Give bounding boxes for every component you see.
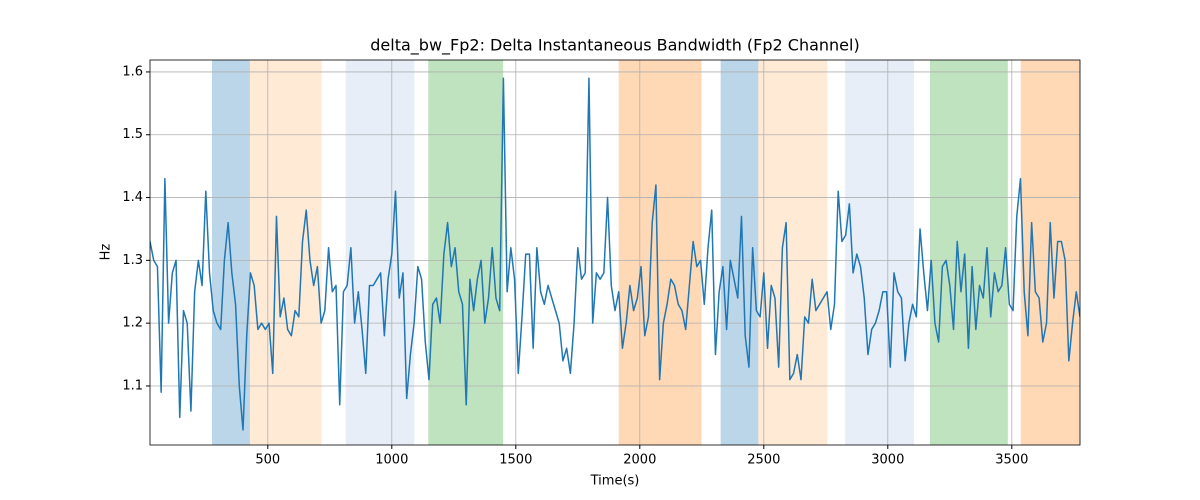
chart-title: delta_bw_Fp2: Delta Instantaneous Bandwi… [370, 36, 859, 56]
y-tick-label: 1.1 [122, 378, 143, 393]
y-tick-label: 1.2 [122, 316, 143, 331]
shaded-span [345, 60, 415, 445]
shaded-span [929, 60, 1008, 445]
y-tick-label: 1.6 [122, 64, 143, 79]
x-tick-label: 2500 [747, 453, 780, 468]
shaded-span [1020, 60, 1080, 445]
x-tick-label: 2000 [623, 453, 656, 468]
shaded-span [249, 60, 322, 445]
shaded-span [618, 60, 702, 445]
x-tick-label: 500 [255, 453, 280, 468]
x-tick-label: 1000 [375, 453, 408, 468]
plot-frame [149, 59, 1081, 446]
y-tick-label: 1.4 [122, 190, 143, 205]
y-axis-label: Hz [99, 244, 114, 261]
y-tick-label: 1.3 [122, 253, 143, 268]
shaded-span [758, 60, 828, 445]
x-axis-label: Time(s) [590, 474, 640, 489]
data-line [150, 77, 1080, 431]
x-tick-label: 1500 [499, 453, 532, 468]
y-tick-label: 1.5 [122, 127, 143, 142]
x-tick-label: 3500 [995, 453, 1028, 468]
x-tick-label: 3000 [871, 453, 904, 468]
shaded-span [845, 60, 915, 445]
